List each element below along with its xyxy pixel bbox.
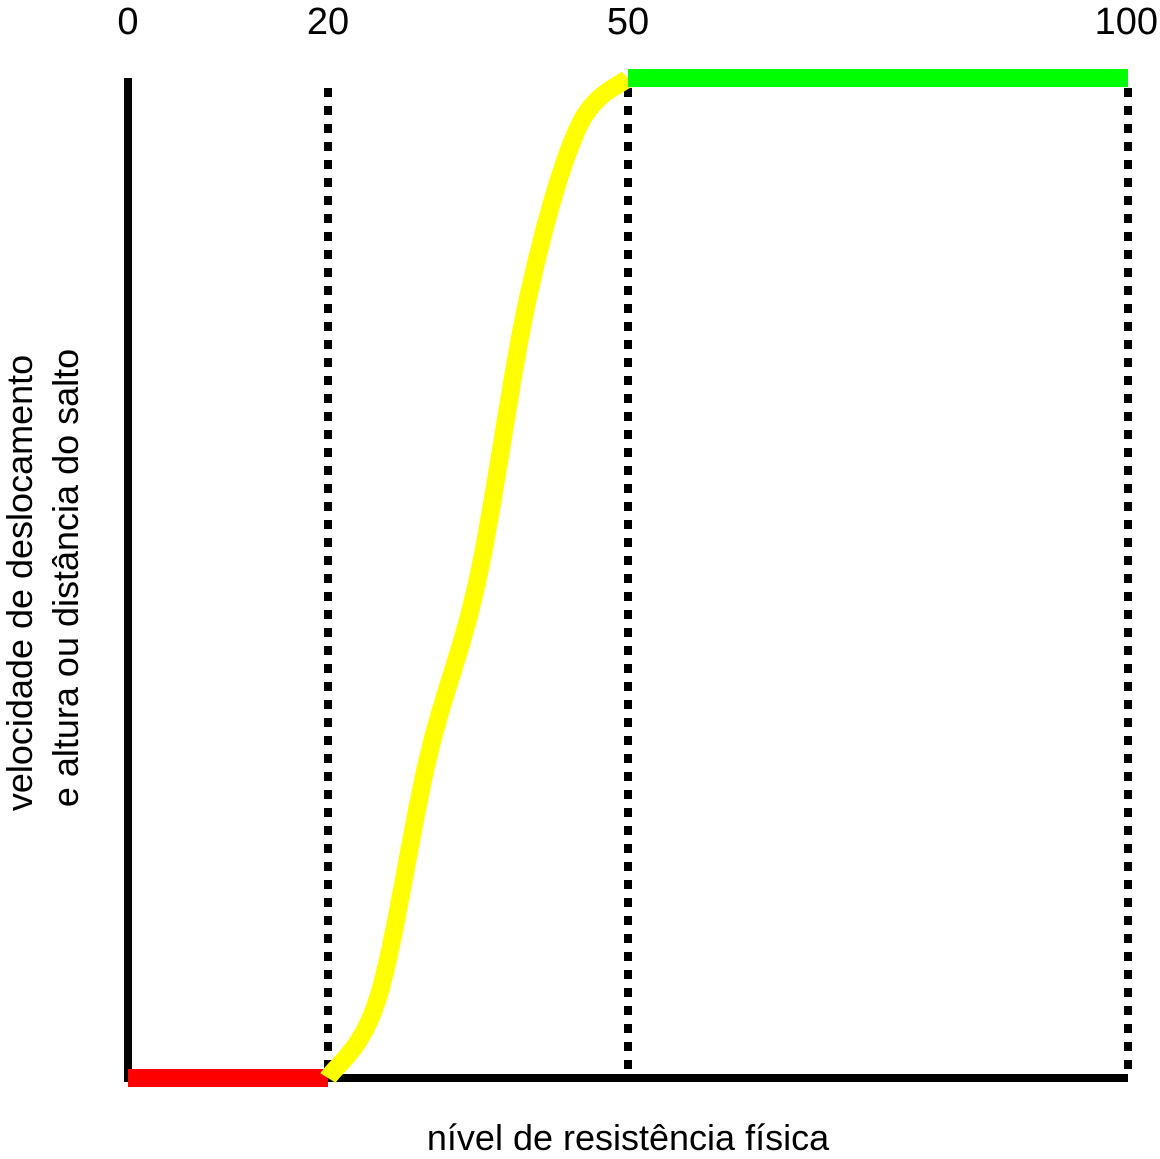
curve-segment-2	[320, 71, 635, 1084]
reference-lines	[324, 88, 1132, 1078]
y-axis-label: velocidade de deslocamento e altura ou d…	[0, 345, 86, 811]
x-tick-label-20: 20	[307, 1, 349, 43]
x-tick-label-50: 50	[607, 1, 649, 43]
y-axis-label-line-2: e altura ou distância do salto	[45, 349, 86, 807]
x-tick-label-100: 100	[1095, 1, 1158, 43]
x-tick-labels: 0 20 50 100	[117, 1, 1158, 43]
x-tick-label-0: 0	[117, 1, 138, 43]
curve-segments	[128, 69, 1128, 1087]
y-axis-label-line-1: velocidade de deslocamento	[0, 355, 40, 811]
x-axis-label: nível de resistência física	[427, 1117, 830, 1158]
